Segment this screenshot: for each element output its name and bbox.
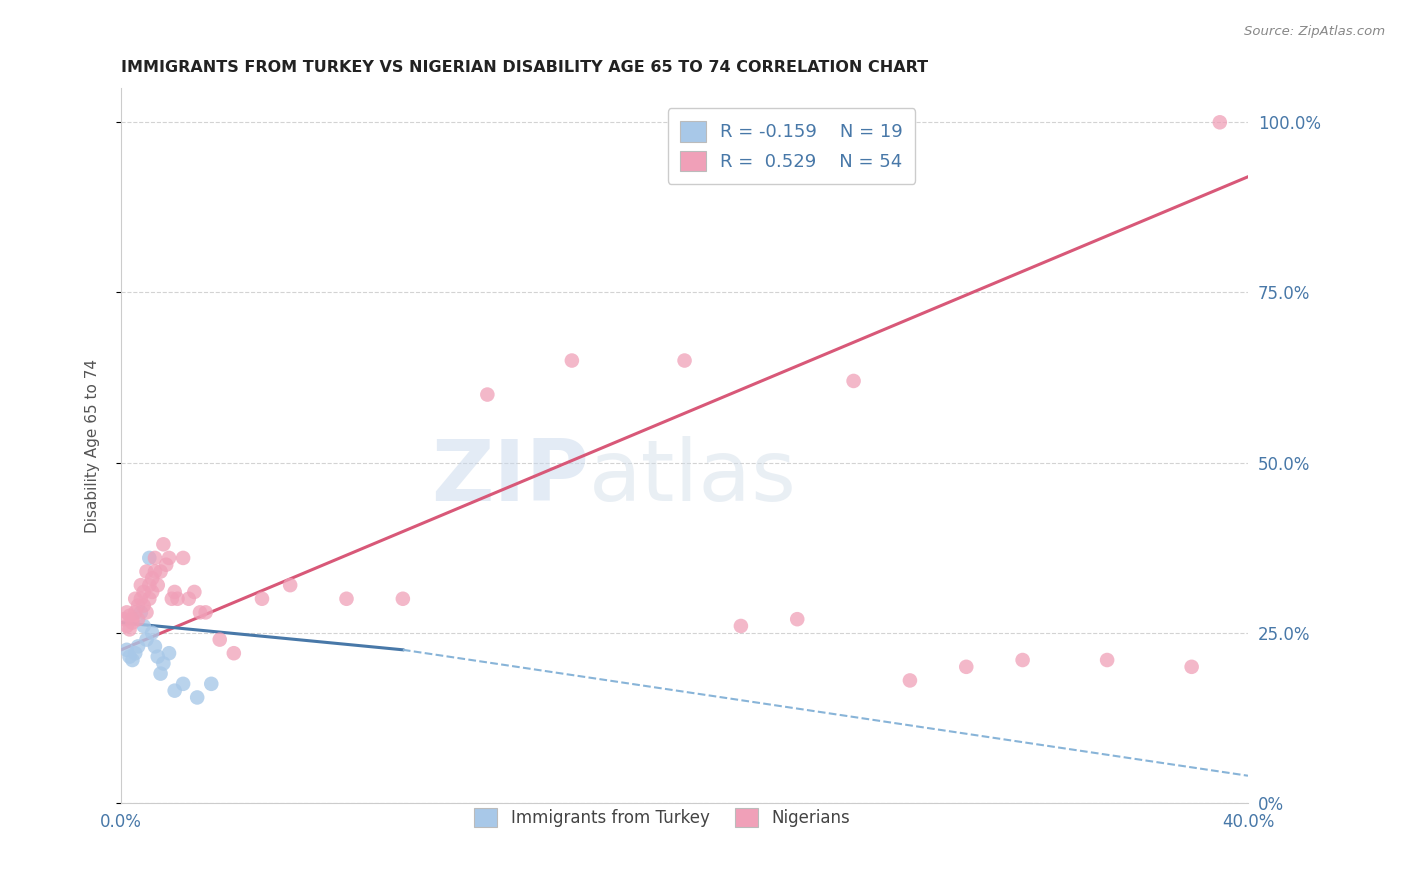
Point bbox=[129, 606, 152, 620]
Point bbox=[135, 565, 157, 579]
Point bbox=[222, 646, 245, 660]
Point bbox=[157, 550, 180, 565]
Text: IMMIGRANTS FROM TURKEY VS NIGERIAN DISABILITY AGE 65 TO 74 CORRELATION CHART: IMMIGRANTS FROM TURKEY VS NIGERIAN DISAB… bbox=[121, 60, 928, 75]
Point bbox=[152, 657, 174, 671]
Point bbox=[141, 625, 163, 640]
Point bbox=[163, 683, 186, 698]
Point bbox=[250, 591, 273, 606]
Point bbox=[121, 653, 143, 667]
Point bbox=[1095, 653, 1118, 667]
Point bbox=[786, 612, 808, 626]
Point bbox=[186, 690, 208, 705]
Point bbox=[127, 599, 149, 613]
Point bbox=[152, 537, 174, 551]
Point bbox=[335, 591, 357, 606]
Point bbox=[118, 608, 141, 623]
Point bbox=[124, 606, 146, 620]
Point bbox=[188, 606, 211, 620]
Point bbox=[278, 578, 301, 592]
Point bbox=[129, 591, 152, 606]
Point bbox=[127, 612, 149, 626]
Point bbox=[143, 550, 166, 565]
Point bbox=[392, 591, 415, 606]
Point bbox=[842, 374, 865, 388]
Point bbox=[118, 649, 141, 664]
Point bbox=[112, 612, 135, 626]
Point bbox=[194, 606, 217, 620]
Point bbox=[135, 606, 157, 620]
Point bbox=[208, 632, 231, 647]
Point bbox=[1181, 660, 1204, 674]
Text: Source: ZipAtlas.com: Source: ZipAtlas.com bbox=[1244, 25, 1385, 38]
Point bbox=[143, 565, 166, 579]
Point bbox=[135, 632, 157, 647]
Legend: Immigrants from Turkey, Nigerians: Immigrants from Turkey, Nigerians bbox=[467, 801, 856, 834]
Point bbox=[1209, 115, 1232, 129]
Point bbox=[149, 666, 172, 681]
Text: atlas: atlas bbox=[589, 436, 797, 519]
Point bbox=[132, 599, 155, 613]
Point bbox=[118, 623, 141, 637]
Point bbox=[172, 550, 194, 565]
Point bbox=[898, 673, 921, 688]
Point bbox=[166, 591, 188, 606]
Point bbox=[160, 591, 183, 606]
Point bbox=[163, 585, 186, 599]
Point bbox=[124, 591, 146, 606]
Point bbox=[129, 578, 152, 592]
Point bbox=[115, 606, 138, 620]
Point bbox=[115, 619, 138, 633]
Point bbox=[561, 353, 583, 368]
Point bbox=[155, 558, 177, 572]
Point bbox=[477, 387, 499, 401]
Point bbox=[200, 677, 222, 691]
Point bbox=[121, 615, 143, 630]
Point bbox=[149, 565, 172, 579]
Point bbox=[138, 591, 160, 606]
Point bbox=[1011, 653, 1033, 667]
Point bbox=[141, 585, 163, 599]
Point bbox=[132, 619, 155, 633]
Point bbox=[146, 649, 169, 664]
Point bbox=[730, 619, 752, 633]
Point bbox=[121, 612, 143, 626]
Point bbox=[138, 550, 160, 565]
Point bbox=[143, 640, 166, 654]
Y-axis label: Disability Age 65 to 74: Disability Age 65 to 74 bbox=[86, 359, 100, 533]
Point bbox=[673, 353, 696, 368]
Point bbox=[177, 591, 200, 606]
Point bbox=[138, 578, 160, 592]
Point bbox=[172, 677, 194, 691]
Point bbox=[132, 585, 155, 599]
Text: ZIP: ZIP bbox=[432, 436, 589, 519]
Point bbox=[157, 646, 180, 660]
Point bbox=[115, 642, 138, 657]
Point bbox=[141, 571, 163, 585]
Point bbox=[955, 660, 977, 674]
Point bbox=[146, 578, 169, 592]
Point bbox=[183, 585, 205, 599]
Point bbox=[127, 640, 149, 654]
Point bbox=[124, 646, 146, 660]
